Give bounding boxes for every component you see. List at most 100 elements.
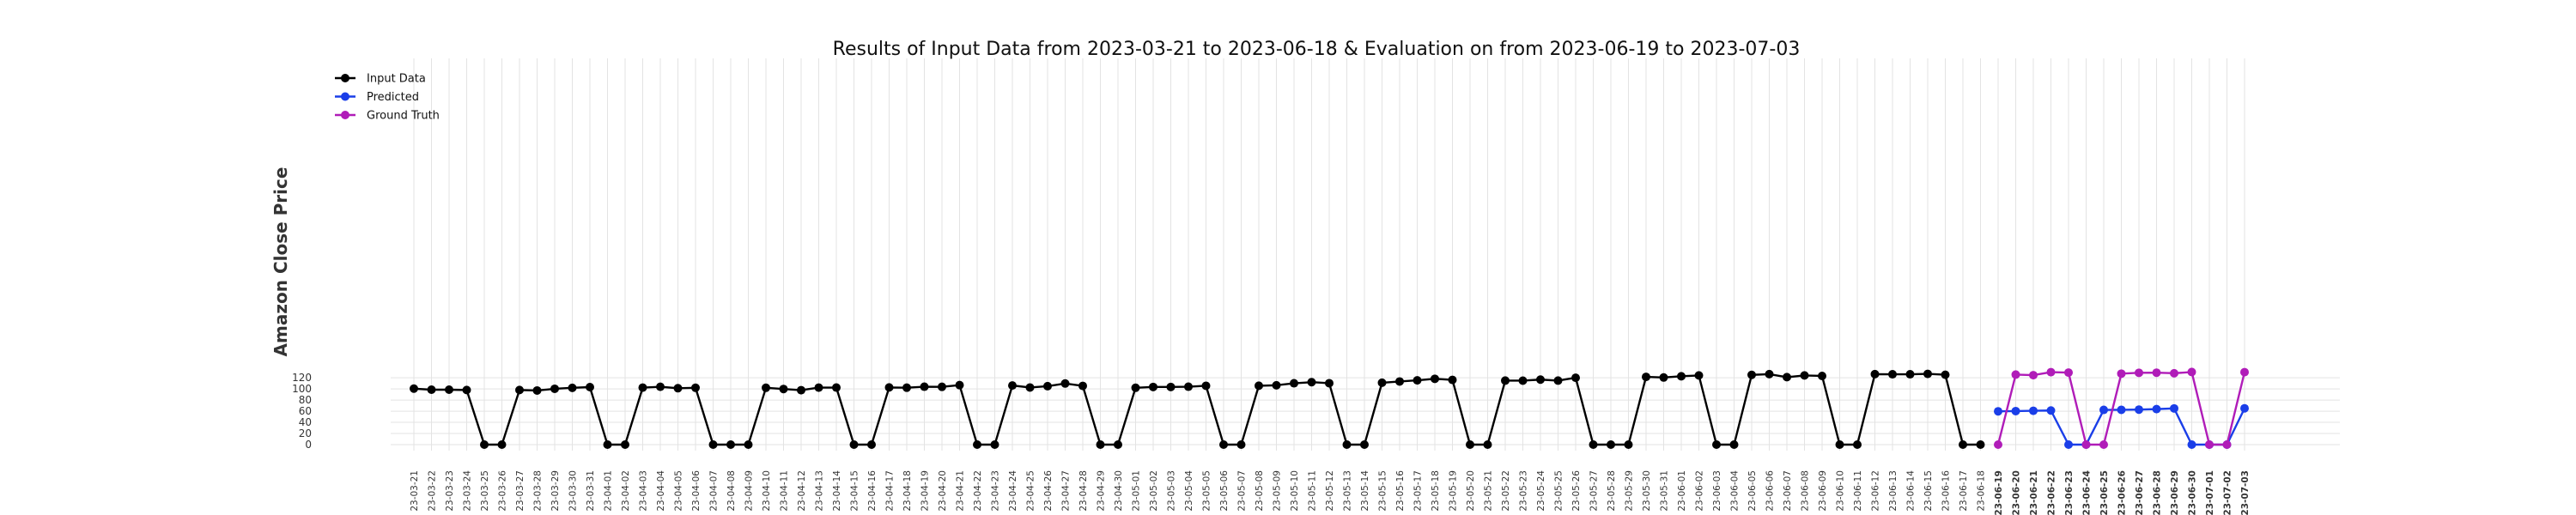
data-point [2011, 370, 2020, 379]
x-tick-label: 23-04-23 [991, 470, 1001, 512]
data-point [1800, 371, 1809, 380]
data-point [2029, 371, 2038, 380]
data-point [1078, 381, 1087, 391]
series-group [410, 367, 2249, 449]
data-point [1466, 440, 1474, 449]
data-point [603, 440, 612, 449]
legend-label: Predicted [367, 91, 419, 104]
x-tick-label: 23-06-22 [2047, 470, 2057, 515]
data-point [586, 383, 594, 392]
data-point [726, 440, 735, 449]
y-tick-label: 40 [299, 416, 312, 428]
data-point [1219, 440, 1228, 449]
data-point [2099, 440, 2108, 449]
x-tick-label: 23-04-28 [1078, 470, 1089, 512]
x-tick-label: 23-04-29 [1097, 470, 1107, 512]
x-tick-label: 23-04-03 [639, 470, 649, 512]
data-point [638, 383, 647, 392]
x-tick-label: 23-04-06 [691, 470, 702, 512]
data-point [1976, 440, 1985, 449]
data-point [1342, 440, 1352, 449]
x-tick-label: 23-05-12 [1325, 470, 1335, 512]
x-tick-label: 23-05-23 [1519, 470, 1529, 512]
data-point [1712, 440, 1721, 449]
x-tick-label: 23-03-27 [515, 470, 526, 512]
x-tick-label: 23-04-01 [604, 470, 614, 512]
y-tick-label: 100 [292, 383, 312, 395]
data-point [1694, 371, 1704, 380]
legend-swatch-marker [341, 92, 349, 101]
x-tick-label: 23-05-17 [1413, 470, 1424, 512]
data-point [1553, 376, 1563, 385]
x-tick-label: 23-06-13 [1888, 470, 1899, 512]
y-axis-label: Amazon Close Price [270, 167, 291, 357]
data-point [955, 380, 964, 390]
data-point [1818, 371, 1826, 380]
x-tick-label: 23-03-23 [445, 470, 455, 512]
x-tick-label: 23-05-02 [1149, 470, 1159, 512]
series-line [413, 373, 1981, 446]
x-tick-label: 23-05-06 [1219, 470, 1230, 512]
x-tick-label: 23-07-03 [2240, 470, 2251, 515]
data-point [462, 385, 471, 395]
data-point [2046, 367, 2056, 377]
data-point [708, 440, 718, 449]
data-point [1905, 370, 1915, 379]
data-point [1659, 373, 1668, 382]
x-tick-label: 23-05-20 [1466, 470, 1476, 512]
data-point [427, 385, 436, 394]
x-tick-label: 23-07-01 [2205, 470, 2215, 515]
data-point [2187, 440, 2196, 449]
x-tick-label: 23-05-29 [1625, 470, 1635, 512]
legend: Input Data Predicted Ground Truth [335, 73, 440, 123]
x-tick-label: 23-06-02 [1695, 470, 1705, 512]
x-tick-label: 23-04-13 [815, 470, 825, 512]
y-tick-label: 80 [299, 394, 312, 406]
x-tick-label: 23-05-05 [1202, 470, 1212, 512]
x-tick-label: 23-04-22 [973, 470, 983, 512]
data-point [797, 385, 805, 395]
data-point [1114, 440, 1122, 449]
x-tick-label: 23-05-16 [1395, 470, 1406, 512]
x-tick-label: 23-06-24 [2082, 470, 2093, 515]
data-point [973, 440, 981, 449]
data-point [1518, 376, 1528, 385]
data-point [1747, 370, 1756, 379]
x-tick-label: 23-04-11 [780, 470, 790, 512]
data-point [1025, 383, 1035, 392]
data-point [1642, 373, 1650, 382]
x-tick-label: 23-04-30 [1114, 470, 1124, 512]
data-point [849, 440, 859, 449]
data-point [920, 382, 929, 391]
x-tick-label: 23-06-10 [1836, 470, 1846, 512]
x-tick-label: 23-05-18 [1431, 470, 1441, 512]
x-tick-label: 23-04-15 [850, 470, 860, 512]
x-tick-label: 23-04-07 [709, 470, 720, 512]
data-point [1870, 369, 1880, 379]
data-point [1783, 373, 1791, 382]
x-tick-label: 23-06-20 [2012, 470, 2022, 515]
x-tick-label: 23-06-19 [1994, 470, 2004, 515]
x-tick-label: 23-04-10 [762, 470, 772, 512]
x-tick-label: 23-06-04 [1730, 470, 1741, 512]
legend-item: Predicted [335, 91, 419, 104]
legend-swatch-marker [341, 74, 349, 82]
x-tick-label: 23-05-01 [1132, 470, 1142, 512]
data-point [1923, 369, 1932, 379]
data-point [550, 384, 559, 393]
data-point [2099, 405, 2108, 415]
x-tick-label: 23-06-21 [2029, 470, 2039, 515]
x-tick-label: 23-03-31 [586, 470, 596, 512]
x-tick-label: 23-03-29 [550, 470, 561, 512]
x-tick-label: 23-06-03 [1712, 470, 1722, 512]
x-tick-label: 23-04-09 [744, 470, 755, 512]
data-point [1589, 440, 1598, 449]
data-point [1307, 378, 1316, 387]
data-point [1360, 440, 1369, 449]
x-tick-label: 23-03-26 [498, 470, 508, 512]
y-tick-label: 0 [305, 439, 312, 451]
x-tick-label: 23-03-25 [480, 470, 490, 512]
data-point [1431, 374, 1439, 384]
x-tick-label: 23-07-02 [2223, 470, 2233, 515]
